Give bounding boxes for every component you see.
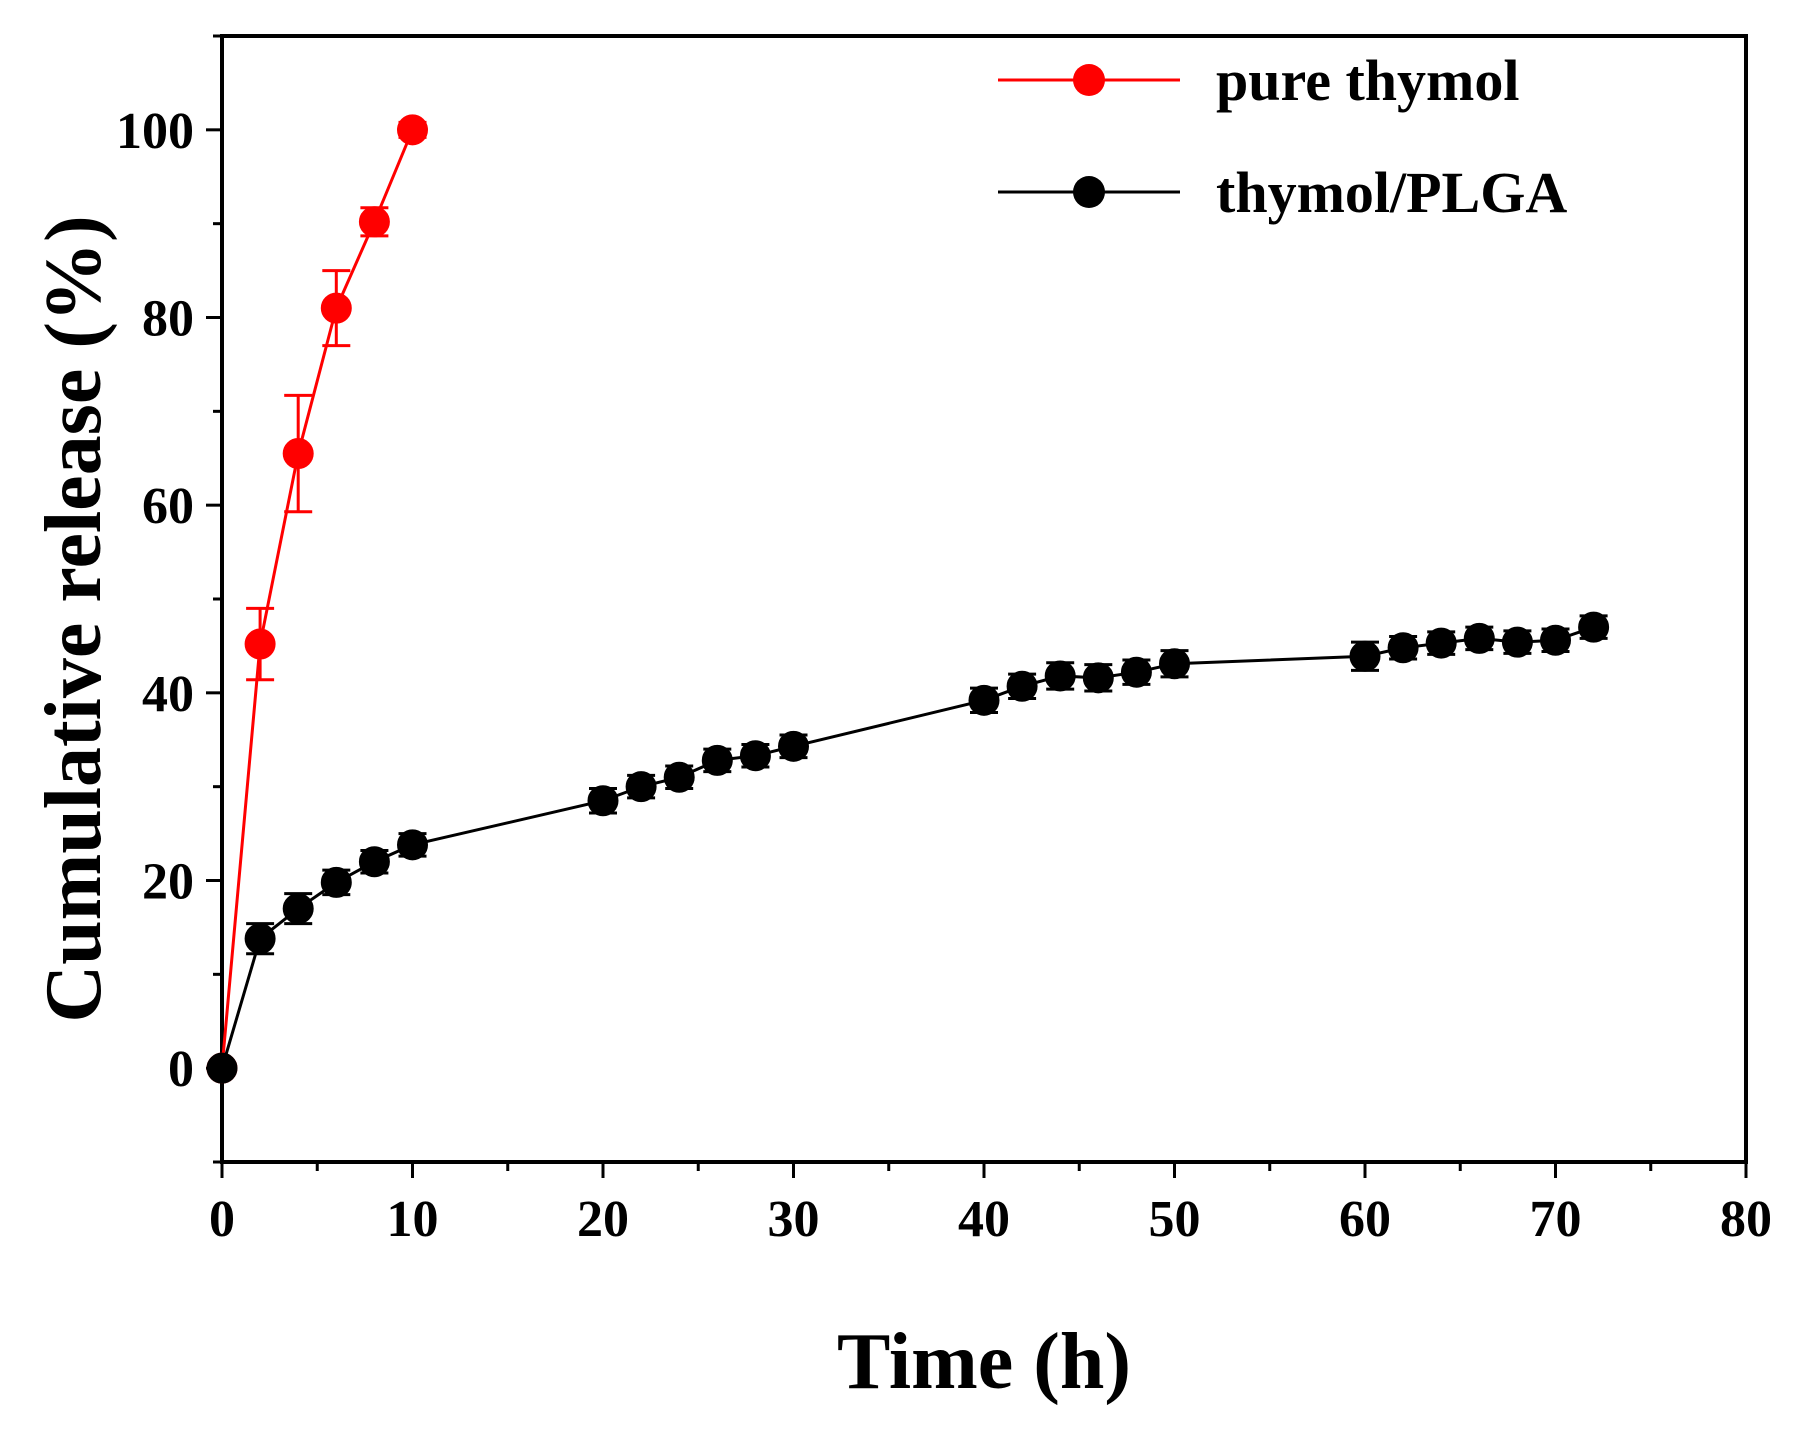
- legend-label-thymol-plga: thymol/PLGA: [1216, 160, 1567, 225]
- legend: pure thymol thymol/PLGA: [998, 48, 1567, 225]
- axis-ticks: 0 10 20 30 40 50 60 70 80 0 20 40 60 80 100: [116, 34, 1772, 1248]
- data-point-thymol-plga: [1159, 648, 1190, 680]
- data-point-thymol-plga: [968, 684, 1000, 716]
- data-point-pure-thymol: [320, 292, 352, 324]
- x-tick-label: 10: [387, 1191, 439, 1248]
- data-point-pure-thymol: [358, 206, 390, 238]
- y-tick-label: 20: [142, 854, 194, 911]
- x-tick-label: 40: [958, 1191, 1010, 1248]
- data-point-thymol-plga: [1463, 622, 1495, 654]
- x-tick-label: 20: [577, 1191, 629, 1248]
- series-thymol-plga: [206, 611, 1610, 1084]
- data-point-thymol-plga: [1349, 640, 1381, 672]
- data-point-thymol-plga: [1425, 627, 1457, 659]
- data-point-pure-thymol: [397, 114, 428, 146]
- data-point-thymol-plga: [397, 829, 428, 861]
- data-point-thymol-plga: [587, 785, 619, 817]
- data-point-thymol-plga: [1387, 632, 1419, 664]
- data-point-thymol-plga: [1044, 660, 1076, 692]
- y-tick-label: 100: [116, 103, 194, 160]
- data-point-thymol-plga: [739, 740, 771, 772]
- data-point-thymol-plga: [1501, 626, 1533, 658]
- data-point-thymol-plga: [1082, 662, 1114, 694]
- data-point-thymol-plga: [663, 761, 695, 793]
- data-point-thymol-plga: [1120, 656, 1152, 688]
- x-axis-title: Time (h): [837, 1318, 1131, 1406]
- x-tick-label: 30: [768, 1191, 820, 1248]
- data-point-pure-thymol: [282, 438, 314, 470]
- data-point-thymol-plga: [282, 893, 314, 925]
- legend-label-pure-thymol: pure thymol: [1216, 48, 1519, 113]
- y-tick-label: 0: [168, 1041, 194, 1098]
- y-axis-title: Cumulative release (%): [30, 215, 118, 1022]
- x-tick-label: 70: [1530, 1191, 1582, 1248]
- data-point-thymol-plga: [320, 866, 352, 898]
- data-point-thymol-plga: [1006, 670, 1038, 702]
- data-point-thymol-plga: [778, 730, 809, 762]
- series-pure-thymol: [206, 114, 428, 1084]
- y-tick-label: 60: [142, 478, 194, 535]
- data-point-thymol-plga: [358, 846, 390, 878]
- legend-marker-thymol-plga: [1073, 176, 1105, 208]
- x-tick-label: 60: [1339, 1191, 1391, 1248]
- data-point-thymol-plga: [701, 744, 733, 776]
- x-tick-label: 50: [1149, 1191, 1201, 1248]
- x-tick-label: 0: [209, 1191, 235, 1248]
- data-point-thymol-plga: [625, 771, 657, 803]
- data-point-thymol-plga: [244, 923, 276, 955]
- y-tick-label: 80: [142, 291, 194, 348]
- data-point-thymol-plga: [1540, 624, 1571, 656]
- data-point-thymol-plga: [206, 1052, 238, 1084]
- data-point-thymol-plga: [1578, 611, 1610, 643]
- data-point-pure-thymol: [244, 628, 276, 660]
- legend-marker-pure-thymol: [1073, 64, 1105, 96]
- series-layer: [206, 114, 1610, 1084]
- x-tick-label: 80: [1720, 1191, 1772, 1248]
- y-tick-label: 40: [142, 666, 194, 723]
